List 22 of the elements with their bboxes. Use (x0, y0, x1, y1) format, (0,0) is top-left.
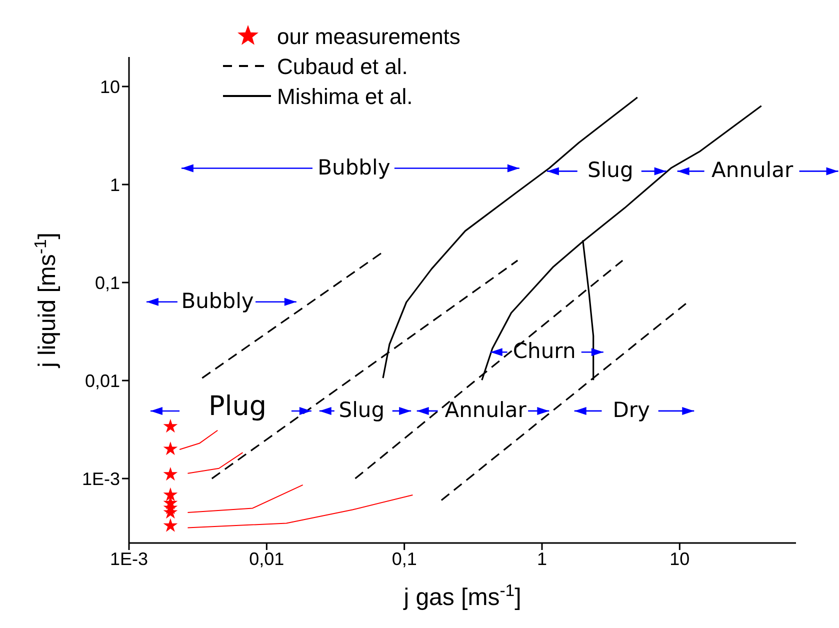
legend-label: our measurements (277, 24, 460, 49)
annotation: Dry (612, 398, 650, 422)
annotation: Annular (444, 398, 527, 422)
y-tick-label: 0,1 (94, 272, 120, 293)
annotation: Bubbly (181, 288, 254, 313)
y-tick-label: 10 (100, 76, 120, 97)
annotation: Slug (338, 398, 385, 422)
annotation: Slug (588, 158, 634, 182)
y-tick-label: 0,01 (84, 370, 120, 391)
y-tick-label: 1E-3 (82, 468, 120, 489)
annotation: Plug (208, 391, 267, 422)
x-tick-label: 10 (670, 548, 690, 569)
x-tick-label: 1 (536, 548, 548, 569)
annotation: Annular (712, 158, 794, 182)
x-tick-label: 0,01 (249, 548, 284, 569)
annotation: Churn (512, 339, 576, 364)
legend-label: Mishima et al. (277, 84, 413, 109)
legend-label: Cubaud et al. (277, 54, 408, 79)
annotation: Bubbly (318, 155, 390, 180)
x-tick-label: 0,1 (392, 548, 417, 569)
y-tick-label: 1 (110, 174, 120, 195)
x-axis-title: j gas [ms$^{-1}$] (402, 580, 522, 611)
